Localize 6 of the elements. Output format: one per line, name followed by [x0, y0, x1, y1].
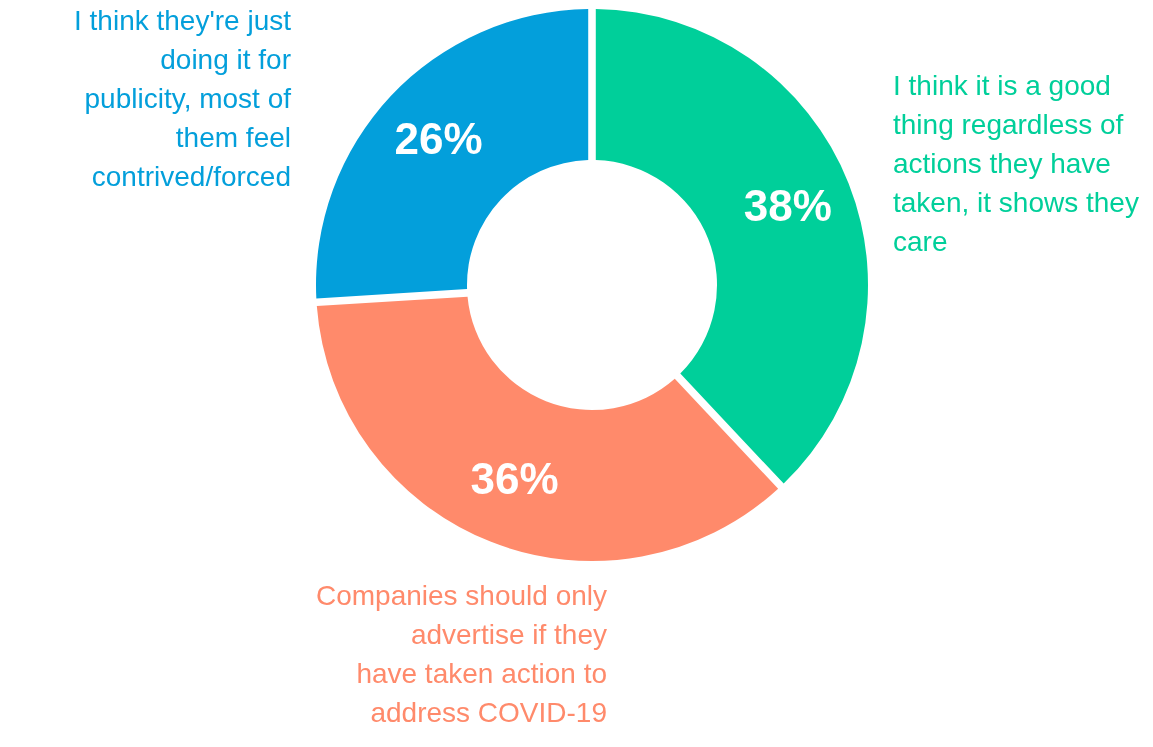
slice-label: I think it is a good thing regardless of actions they have taken, it shows they care: [893, 70, 1139, 258]
slice-label: Companies should only advertise if they have taken action to address COVID-19: [315, 580, 607, 728]
data-label: 36%: [470, 453, 559, 503]
slice-label: I think they're just doing it for publicity, most of them feel contrived/forced: [74, 5, 292, 192]
data-label: 26%: [394, 113, 483, 163]
data-label: 38%: [743, 180, 832, 230]
